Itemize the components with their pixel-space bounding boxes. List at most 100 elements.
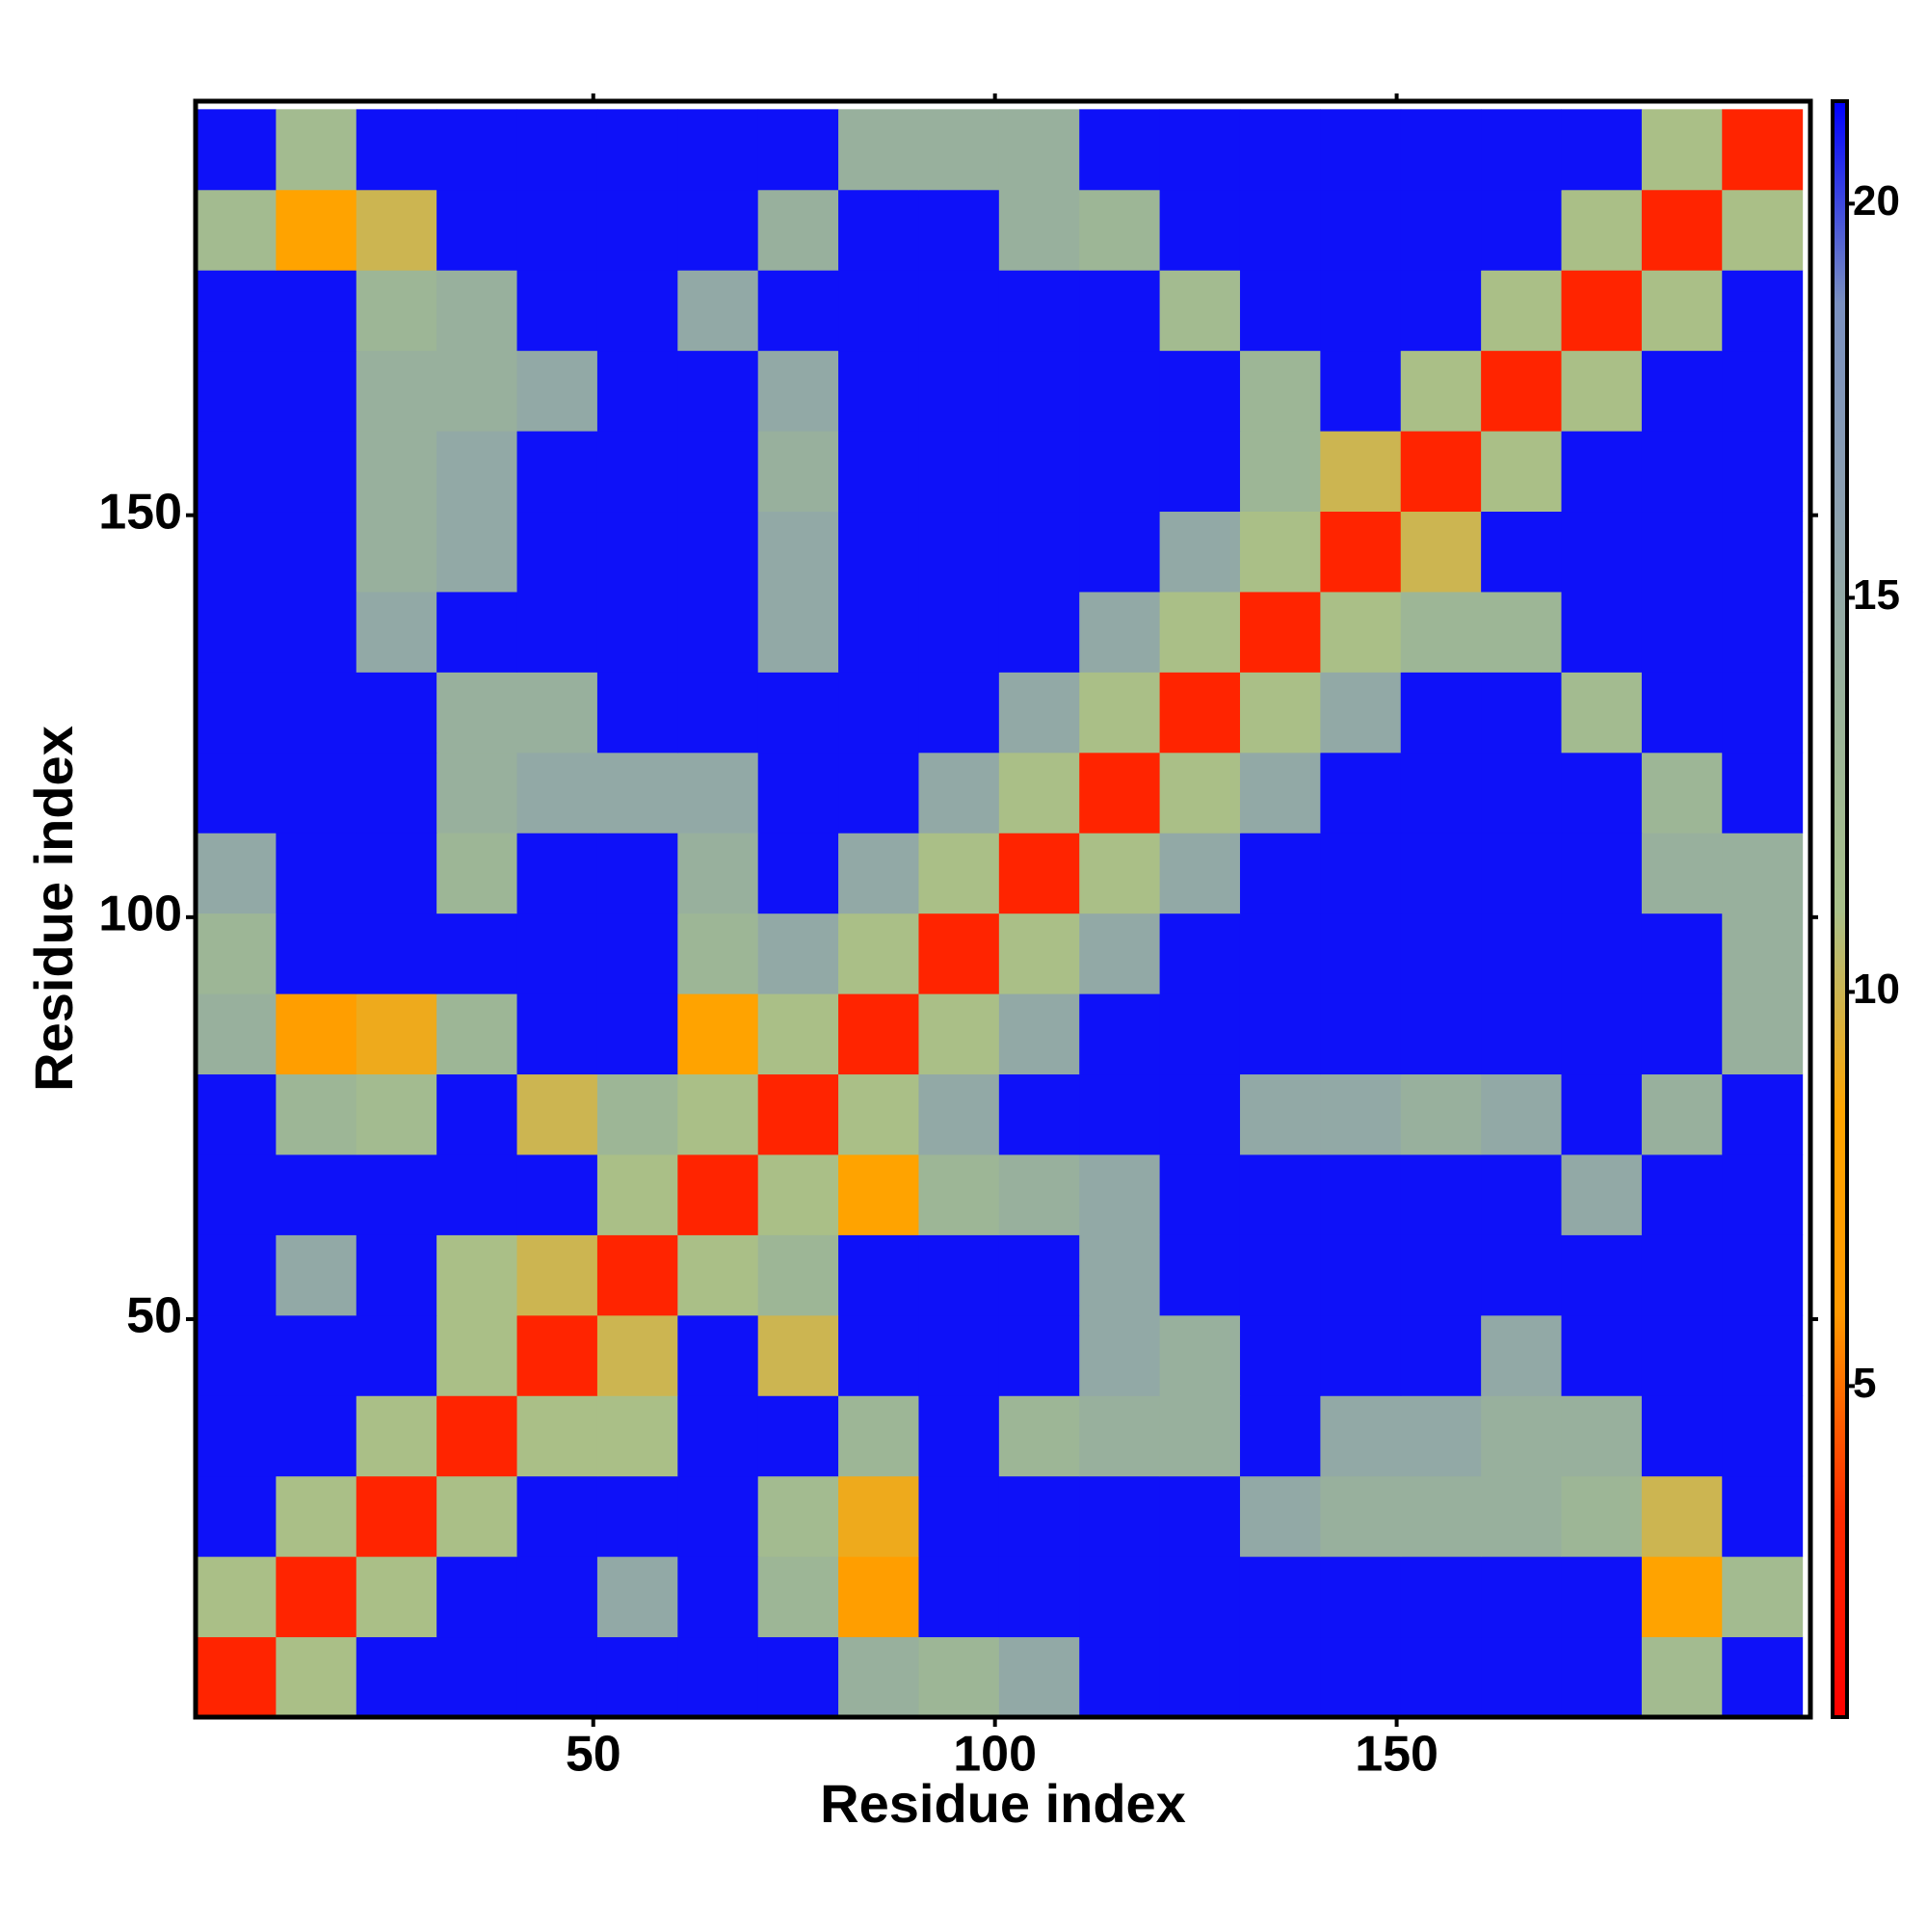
heatmap-cell (356, 833, 437, 914)
heatmap-cell (838, 1395, 919, 1477)
heatmap-cell (596, 109, 678, 191)
heatmap-cell (1481, 1395, 1563, 1477)
heatmap-cell (1722, 1234, 1804, 1316)
heatmap-cell (918, 833, 1000, 914)
heatmap-cell (1481, 1314, 1563, 1396)
heatmap-cell (1320, 350, 1402, 432)
heatmap-cell (1239, 350, 1321, 432)
heatmap-cell (1320, 1234, 1402, 1316)
heatmap-cell (1079, 1314, 1161, 1396)
heatmap-cell (918, 1073, 1000, 1155)
heatmap-cell (1159, 109, 1241, 191)
heatmap-cell (196, 672, 277, 754)
heatmap-cell (1561, 1556, 1643, 1638)
heatmap-cell (677, 1234, 759, 1316)
heatmap-cell (1320, 1153, 1402, 1235)
heatmap-cell (998, 1234, 1080, 1316)
heatmap-cell (196, 431, 277, 513)
heatmap-cell (838, 1636, 919, 1718)
heatmap-cell (1641, 833, 1723, 914)
heatmap-cell (1561, 913, 1643, 994)
heatmap-cell (276, 1475, 357, 1557)
heatmap-cell (918, 591, 1000, 673)
heatmap-cell (1400, 672, 1482, 754)
heatmap-cell (276, 1073, 357, 1155)
heatmap-cell (998, 1314, 1080, 1396)
heatmap-cell (1722, 1475, 1804, 1557)
heatmap-cell (596, 591, 678, 673)
heatmap-cell (196, 1234, 277, 1316)
heatmap-cell (1400, 752, 1482, 834)
heatmap-cell (1159, 1314, 1241, 1396)
colorbar-tick-label: 15 (1853, 571, 1900, 619)
heatmap-cell (998, 672, 1080, 754)
heatmap-cell (1400, 1636, 1482, 1718)
heatmap-cell (1481, 1073, 1563, 1155)
heatmap-cell (1400, 591, 1482, 673)
heatmap-cell (1641, 591, 1723, 673)
heatmap-cell (1239, 752, 1321, 834)
heatmap-cell (1320, 189, 1402, 271)
heatmap-cell (1481, 752, 1563, 834)
heatmap-cell (596, 1073, 678, 1155)
heatmap-cell (1481, 993, 1563, 1075)
heatmap-cell (1561, 1234, 1643, 1316)
x-tick-label: 150 (1355, 1727, 1439, 1783)
heatmap-cell (1079, 431, 1161, 513)
heatmap-cell (918, 431, 1000, 513)
heatmap-cell (757, 1636, 839, 1718)
heatmap-cell (677, 1475, 759, 1557)
x-axis-title: Residue index (820, 1773, 1186, 1834)
heatmap-cell (1079, 1395, 1161, 1477)
heatmap-cell (596, 672, 678, 754)
heatmap-cell (1641, 1475, 1723, 1557)
heatmap-cell (1400, 1475, 1482, 1557)
heatmap-cell (1722, 591, 1804, 673)
x-tick-label: 50 (566, 1727, 621, 1783)
heatmap-cell (1641, 189, 1723, 271)
heatmap-cell (196, 1636, 277, 1718)
heatmap-cell (356, 350, 437, 432)
heatmap-cell (436, 109, 518, 191)
heatmap-cell (1320, 109, 1402, 191)
heatmap-cell (1561, 270, 1643, 352)
heatmap-cell (838, 752, 919, 834)
heatmap-cell (1561, 109, 1643, 191)
heatmap-cell (757, 1314, 839, 1396)
heatmap-cell (276, 431, 357, 513)
heatmap-cell (757, 1153, 839, 1235)
heatmap-cell (516, 591, 598, 673)
heatmap-cell (356, 109, 437, 191)
heatmap-cell (356, 672, 437, 754)
heatmap-cell (1400, 270, 1482, 352)
heatmap-cell (757, 189, 839, 271)
heatmap-cell (1320, 1475, 1402, 1557)
heatmap-cell (436, 591, 518, 673)
heatmap-cell (998, 1395, 1080, 1477)
heatmap-cell (1722, 1556, 1804, 1638)
heatmap-cell (1079, 511, 1161, 593)
heatmap-cell (1641, 993, 1723, 1075)
heatmap-cell (436, 189, 518, 271)
heatmap-cell (516, 672, 598, 754)
heatmap-cell (356, 913, 437, 994)
heatmap-cell (1239, 270, 1321, 352)
heatmap-cell (436, 833, 518, 914)
heatmap-cell (196, 189, 277, 271)
heatmap-cell (1079, 1073, 1161, 1155)
heatmap-cell (1561, 672, 1643, 754)
heatmap-cell (1641, 672, 1723, 754)
heatmap-cell (1239, 1556, 1321, 1638)
heatmap-cell (838, 189, 919, 271)
heatmap-cell (1239, 1314, 1321, 1396)
heatmap-cell (998, 350, 1080, 432)
heatmap-cell (1561, 1395, 1643, 1477)
heatmap-cell (1400, 1153, 1482, 1235)
heatmap-cell (1722, 913, 1804, 994)
colorbar-tick-label: 20 (1853, 177, 1900, 225)
heatmap-cell (918, 1556, 1000, 1638)
heatmap-cell (1481, 591, 1563, 673)
heatmap-cell (918, 1395, 1000, 1477)
heatmap-cell (677, 1073, 759, 1155)
heatmap-cell (516, 109, 598, 191)
